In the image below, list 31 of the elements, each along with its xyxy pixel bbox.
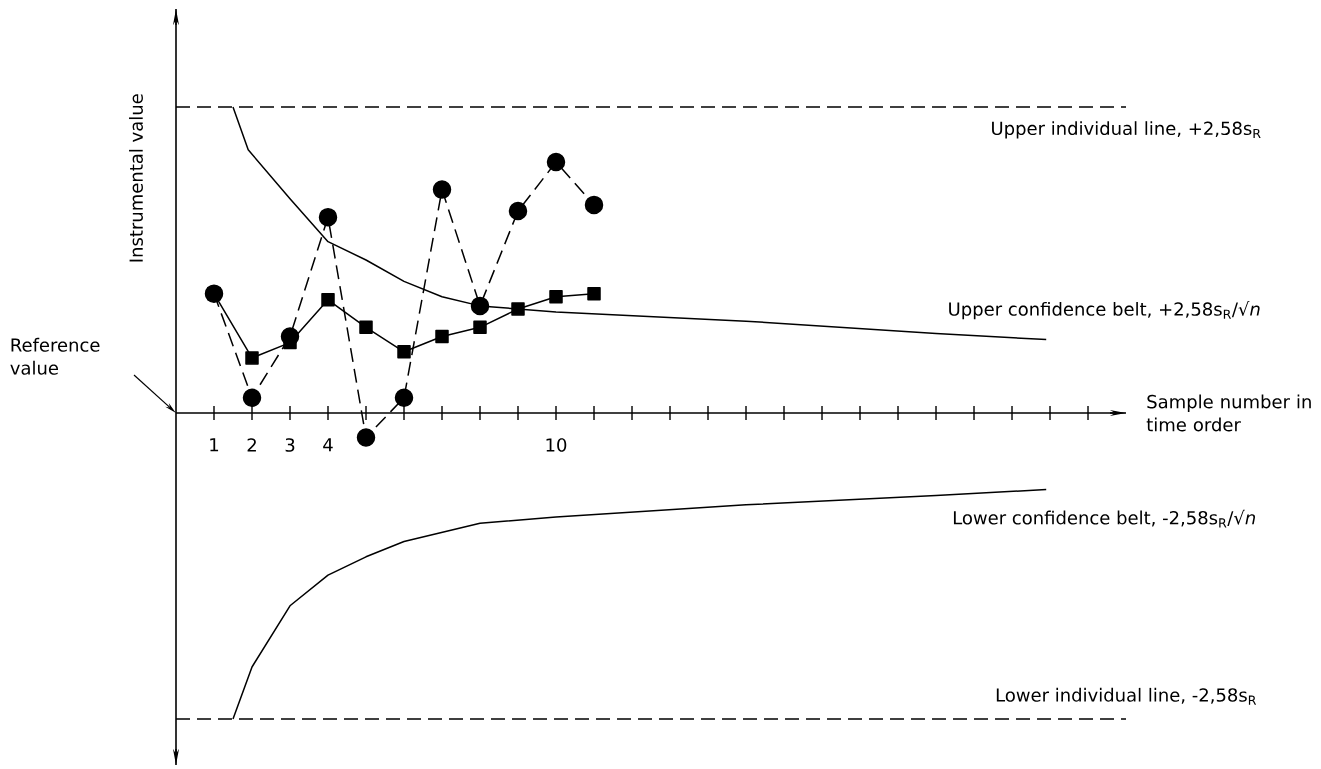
point: [280, 327, 300, 346]
y-axis-title: Instrumental value: [129, 94, 143, 262]
point: [397, 345, 411, 359]
point: [511, 302, 525, 316]
ref-line-label: Upper individual line, +2,58s$_{R}$: [992, 121, 1261, 139]
point: [473, 320, 487, 335]
text: Reference value: [10, 337, 100, 375]
series-label: Upper confidence belt, +2,58s$_{R}$/√n: [949, 301, 1260, 320]
x-axis-title: Sample number in time order: [1146, 394, 1311, 432]
point: [318, 207, 338, 227]
point: [356, 428, 376, 447]
x-tick-label: 4: [323, 438, 333, 452]
x-tick-label: 3: [285, 438, 295, 452]
point: [549, 289, 563, 304]
ref-line-label: Lower individual line, -2,58s$_{R}$: [996, 687, 1257, 705]
point: [242, 388, 262, 407]
point: [546, 152, 566, 172]
point: [584, 195, 604, 215]
point: [394, 388, 414, 407]
point: [508, 201, 528, 221]
x-tick-label: 10: [546, 438, 567, 452]
point: [470, 296, 490, 316]
point: [435, 329, 449, 344]
series-label: Lower confidence belt, -2,58s$_{R}$/√n: [953, 509, 1256, 528]
point: [587, 286, 601, 301]
x-tick-label: 1: [210, 438, 219, 452]
x-tick-label: 2: [247, 438, 256, 452]
point: [432, 180, 452, 199]
point: [321, 293, 335, 307]
point: [359, 320, 373, 335]
point: [245, 351, 259, 365]
